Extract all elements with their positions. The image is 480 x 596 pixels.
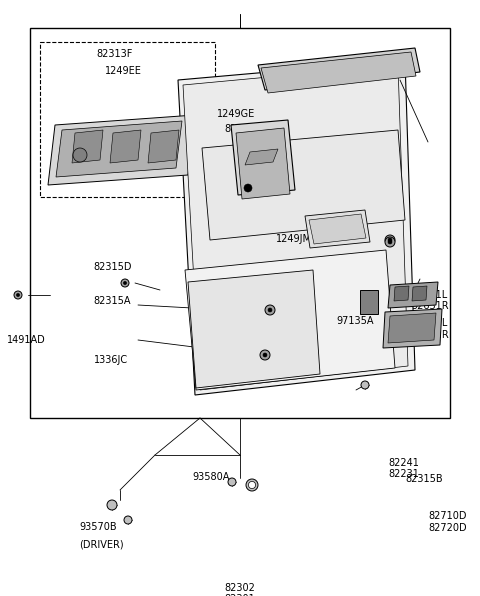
Text: 82302
82301: 82302 82301: [225, 583, 255, 596]
Circle shape: [244, 184, 252, 192]
Text: 1249JM: 1249JM: [276, 234, 312, 244]
Polygon shape: [110, 130, 141, 163]
Text: 93570B: 93570B: [79, 522, 117, 532]
Text: 82315B: 82315B: [406, 474, 443, 485]
Text: 82315D: 82315D: [94, 262, 132, 272]
Circle shape: [249, 482, 256, 489]
Circle shape: [123, 281, 127, 285]
Polygon shape: [148, 130, 179, 163]
Circle shape: [388, 238, 392, 242]
Polygon shape: [394, 286, 409, 301]
Text: 82313F: 82313F: [96, 49, 132, 59]
Polygon shape: [305, 210, 370, 248]
Text: 1249EE: 1249EE: [105, 66, 142, 76]
Circle shape: [385, 237, 395, 247]
Polygon shape: [261, 52, 416, 93]
Circle shape: [228, 478, 236, 486]
Polygon shape: [178, 60, 415, 395]
Polygon shape: [383, 309, 442, 348]
Polygon shape: [183, 65, 408, 390]
Text: 1249GE: 1249GE: [217, 109, 255, 119]
Polygon shape: [412, 286, 427, 301]
Text: 81244: 81244: [225, 124, 255, 134]
Text: 1336JC: 1336JC: [94, 355, 128, 365]
Text: 82241
82231: 82241 82231: [389, 458, 420, 479]
Text: 82315A: 82315A: [94, 296, 131, 306]
Polygon shape: [188, 270, 320, 388]
Circle shape: [388, 240, 392, 244]
Polygon shape: [185, 250, 395, 390]
Polygon shape: [245, 149, 278, 165]
Circle shape: [385, 235, 395, 245]
Circle shape: [361, 381, 369, 389]
Polygon shape: [236, 128, 290, 199]
Bar: [30, 28, 450, 418]
Polygon shape: [56, 121, 182, 177]
Circle shape: [260, 350, 270, 360]
Polygon shape: [48, 115, 195, 185]
Text: 92632L
92632R: 92632L 92632R: [411, 318, 449, 340]
Circle shape: [121, 279, 129, 287]
Polygon shape: [72, 130, 103, 163]
Polygon shape: [231, 120, 295, 195]
Circle shape: [73, 148, 87, 162]
Text: 92631L
92631R: 92631L 92631R: [411, 290, 448, 311]
Text: 1491AD: 1491AD: [7, 335, 46, 345]
Text: 82710D
82720D: 82710D 82720D: [428, 511, 467, 533]
Circle shape: [268, 308, 272, 312]
Circle shape: [14, 291, 22, 299]
Polygon shape: [388, 313, 436, 343]
Circle shape: [265, 305, 275, 315]
Bar: [360, 290, 378, 314]
Text: 97135A: 97135A: [336, 316, 373, 326]
Bar: [40, 42, 215, 197]
Text: 93580A: 93580A: [192, 472, 229, 482]
Polygon shape: [309, 214, 366, 244]
Circle shape: [246, 479, 258, 491]
Polygon shape: [258, 48, 420, 90]
Polygon shape: [388, 282, 438, 308]
Circle shape: [107, 500, 117, 510]
Text: (DRIVER): (DRIVER): [79, 540, 124, 550]
Circle shape: [16, 293, 20, 297]
Polygon shape: [202, 130, 405, 240]
Circle shape: [263, 353, 267, 357]
Circle shape: [124, 516, 132, 524]
